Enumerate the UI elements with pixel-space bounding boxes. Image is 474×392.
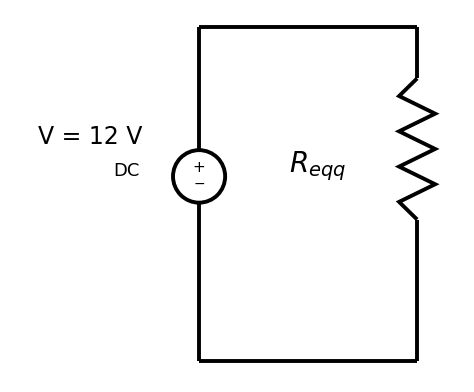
Text: +: +	[193, 160, 205, 175]
Text: −: −	[193, 177, 205, 191]
Text: DC: DC	[113, 162, 140, 180]
Text: $R_{eqq}$: $R_{eqq}$	[289, 150, 346, 183]
Text: V = 12 V: V = 12 V	[38, 125, 142, 149]
